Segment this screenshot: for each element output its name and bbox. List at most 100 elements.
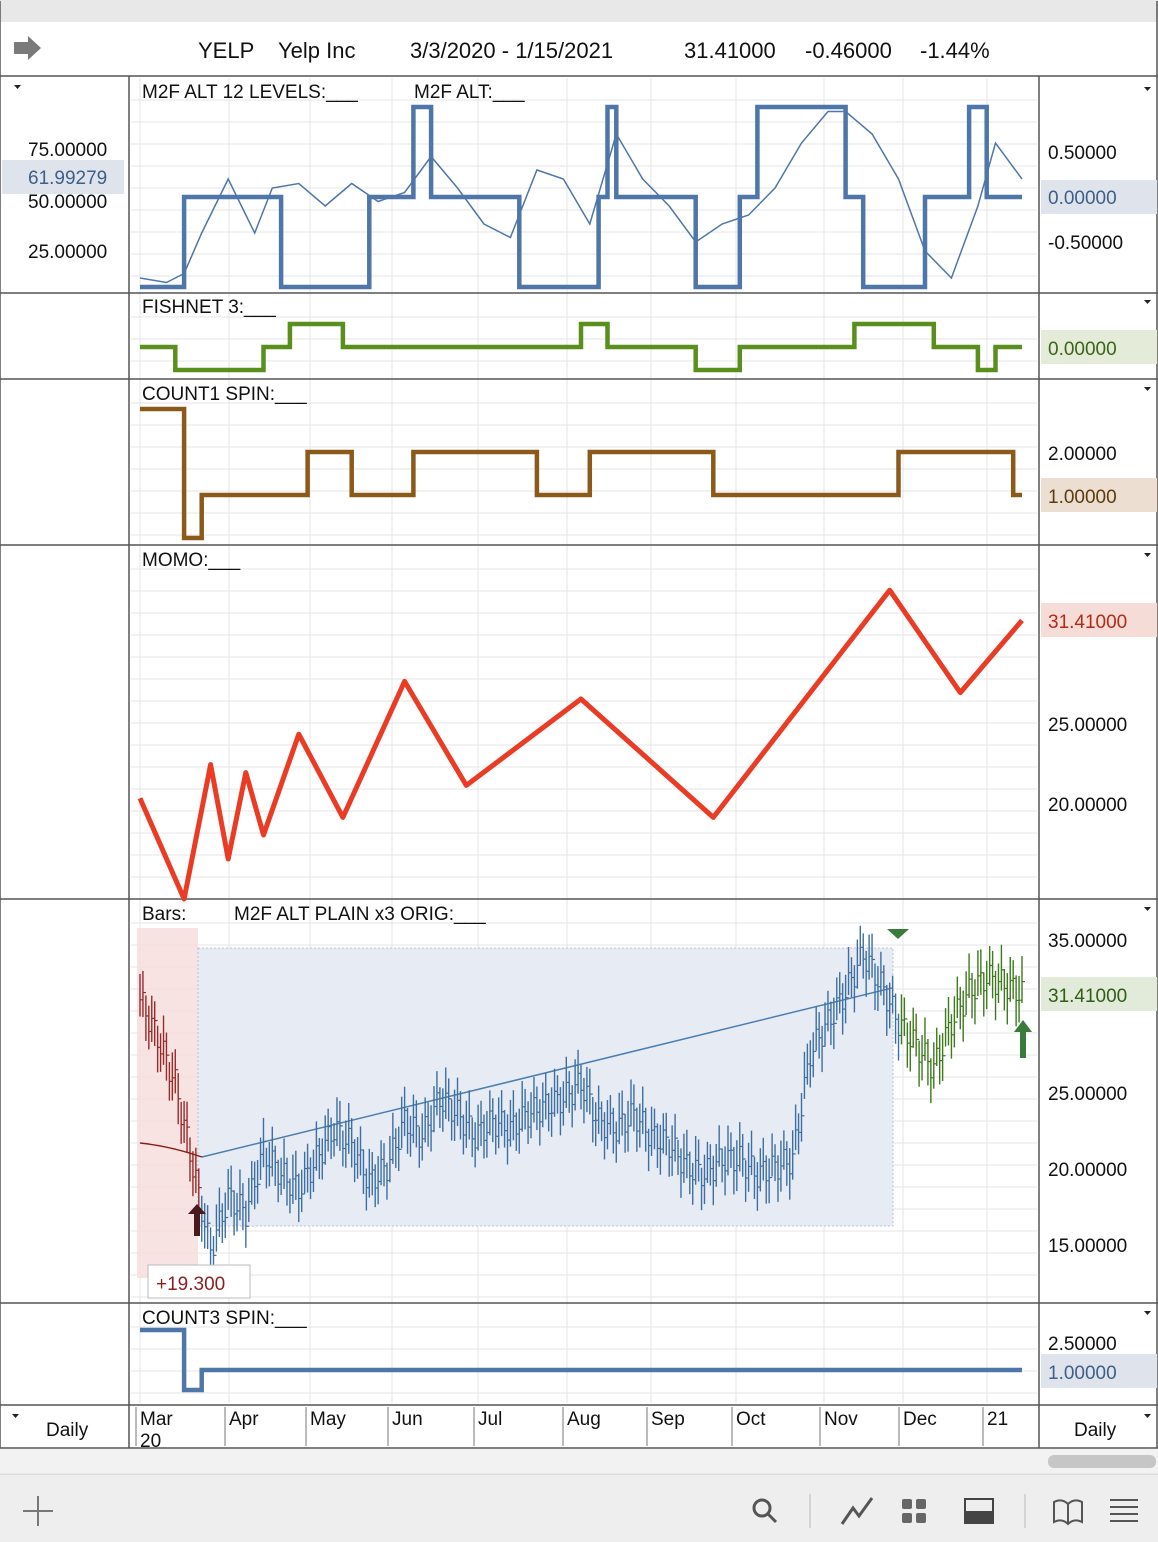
m2f-levels-line: [140, 104, 1022, 290]
draw-line-icon[interactable]: [840, 1497, 874, 1525]
pane6-right-badge: 1.00000: [1048, 1363, 1117, 1384]
header-change: -0.46000: [805, 38, 892, 63]
month-label: Aug: [567, 1409, 601, 1430]
pane-menu-icon: [1144, 1311, 1151, 1315]
pane-momo: MOMO:___ 25.00000 20.00000 31.41000: [137, 550, 1157, 902]
timeframe-left[interactable]: Daily: [46, 1420, 89, 1441]
axis-tick-label: -0.50000: [1048, 233, 1123, 254]
month-label: Mar: [140, 1409, 173, 1430]
pane-menu-icon: [1144, 87, 1151, 91]
pane5-right-badge: 31.41000: [1048, 986, 1127, 1007]
pane-m2f-alt: M2F ALT 12 LEVELS:___ M2F ALT:___ 75.000…: [2, 82, 1157, 290]
red-zone: [137, 928, 198, 1278]
pane-menu-icon: [12, 1414, 19, 1418]
pane3-right-badge: 1.00000: [1048, 487, 1117, 508]
red-average-line: [139, 1142, 203, 1158]
price-bars: [139, 925, 1025, 1276]
pane-menu-icon: [1144, 300, 1151, 304]
pane5-right-badge-bg: [1041, 977, 1157, 1011]
panel-icon[interactable]: [964, 1498, 994, 1524]
month-label: Oct: [736, 1409, 766, 1430]
month-label: May: [310, 1409, 346, 1430]
axis-tick-label: 35.00000: [1048, 931, 1127, 952]
sell-arrow-icon: [887, 929, 909, 939]
pane4-right-badge: 31.41000: [1048, 612, 1127, 633]
header-change-pct: -1.44%: [920, 38, 990, 63]
grid-icon[interactable]: [902, 1499, 926, 1523]
axis-tick-label: 20.00000: [1048, 795, 1127, 816]
count3-line: [140, 1327, 1022, 1393]
pane1-left-badge: 61.99279: [28, 168, 107, 189]
pane-menu-icon: [14, 85, 21, 89]
month-label: Jun: [392, 1409, 423, 1430]
pane1-label2: M2F ALT:___: [414, 82, 525, 103]
header-symbol: YELP: [198, 38, 254, 63]
menu-icon[interactable]: [1110, 1499, 1138, 1522]
month-label: Nov: [824, 1409, 858, 1430]
year-start-label: 20: [140, 1431, 161, 1452]
pane1-left-badge-bg: [2, 160, 124, 194]
pane-count3: COUNT3 SPIN:___ 2.50000 1.00000: [140, 1308, 1157, 1393]
search-icon[interactable]: [752, 1498, 778, 1524]
pane-menu-icon: [1144, 907, 1151, 911]
pane1-right-badge-bg: [1041, 180, 1157, 214]
pane-count1: COUNT1 SPIN:___ 2.00000 1.00000: [140, 384, 1157, 541]
pane-menu-triangles[interactable]: [12, 85, 1151, 1418]
x-axis: Mar Apr May Jun Jul Aug Sep Oct Nov Dec 21 20 Dail…: [46, 1407, 1117, 1452]
pane2-right-badge-bg: [1041, 330, 1157, 364]
month-label: 21: [987, 1409, 1008, 1430]
plus-icon[interactable]: [23, 1496, 53, 1526]
fishnet-line: [140, 321, 1022, 373]
momo-line: [137, 587, 1024, 902]
annotation-box: [147, 1264, 251, 1299]
pane6-right-badge-bg: [1041, 1354, 1157, 1388]
month-label: Dec: [903, 1409, 937, 1430]
pane-fishnet: FISHNET 3:___ 0.00000: [140, 297, 1157, 373]
axis-tick-label: 25.00000: [1048, 715, 1127, 736]
pane5-label2: M2F ALT PLAIN x3 ORIG:___: [234, 904, 486, 925]
scrollbar-track: [0, 1449, 1158, 1473]
axis-tick-label: 25.00000: [1048, 1084, 1127, 1105]
bottom-toolbar: [0, 1474, 1158, 1542]
pane1-right-badge: 0.00000: [1048, 188, 1117, 209]
axis-tick-label: 0.50000: [1048, 143, 1117, 164]
axis-tick-label: 15.00000: [1048, 1236, 1127, 1257]
pane-menu-icon: [1144, 387, 1151, 391]
axis-tick-label: 2.50000: [1048, 1334, 1117, 1355]
axis-tick-label: 20.00000: [1048, 1160, 1127, 1181]
pane-menu-icon: [1144, 553, 1151, 557]
timeframe-right[interactable]: Daily: [1074, 1420, 1117, 1441]
m2f-alt-line: [139, 110, 1023, 284]
axis-tick-label: 25.00000: [28, 242, 107, 263]
annotation-text: +19.300: [156, 1274, 225, 1295]
header-bar: YELP Yelp Inc 3/3/2020 - 1/15/2021 31.41…: [14, 36, 990, 63]
book-icon[interactable]: [1053, 1499, 1083, 1526]
pane3-right-badge-bg: [1041, 478, 1157, 512]
pane4-label: MOMO:___: [142, 550, 241, 571]
axis-tick-label: 2.00000: [1048, 444, 1117, 465]
pane2-right-badge: 0.00000: [1048, 339, 1117, 360]
pane6-label: COUNT3 SPIN:___: [142, 1308, 307, 1329]
pane3-label: COUNT1 SPIN:___: [142, 384, 307, 405]
scrollbar-thumb[interactable]: [1048, 1455, 1156, 1468]
axis-tick-label: 50.00000: [28, 192, 107, 213]
header-last: 31.41000: [684, 38, 776, 63]
header-company: Yelp Inc: [278, 38, 355, 63]
pane-bars: Bars: M2F ALT PLAIN x3 ORIG:___ 35.00000…: [137, 904, 1157, 1299]
pane2-label: FISHNET 3:___: [142, 297, 276, 318]
month-label: Sep: [651, 1409, 685, 1430]
buy-arrow-green-icon: [1014, 1020, 1032, 1058]
pane1-label: M2F ALT 12 LEVELS:___: [142, 82, 358, 103]
count1-line: [140, 406, 1022, 541]
month-label: Apr: [229, 1409, 259, 1430]
pane-menu-icon: [1144, 1414, 1151, 1418]
axis-tick-label: 75.00000: [28, 140, 107, 161]
forward-arrow-icon[interactable]: [14, 36, 41, 60]
grid: [131, 78, 1037, 1403]
buy-arrow-icon: [188, 1204, 206, 1236]
pane4-right-badge-bg: [1041, 603, 1157, 637]
pane-borders: [0, 1, 1158, 1449]
month-label: Jul: [478, 1409, 502, 1430]
header-date-range: 3/3/2020 - 1/15/2021: [410, 38, 613, 63]
